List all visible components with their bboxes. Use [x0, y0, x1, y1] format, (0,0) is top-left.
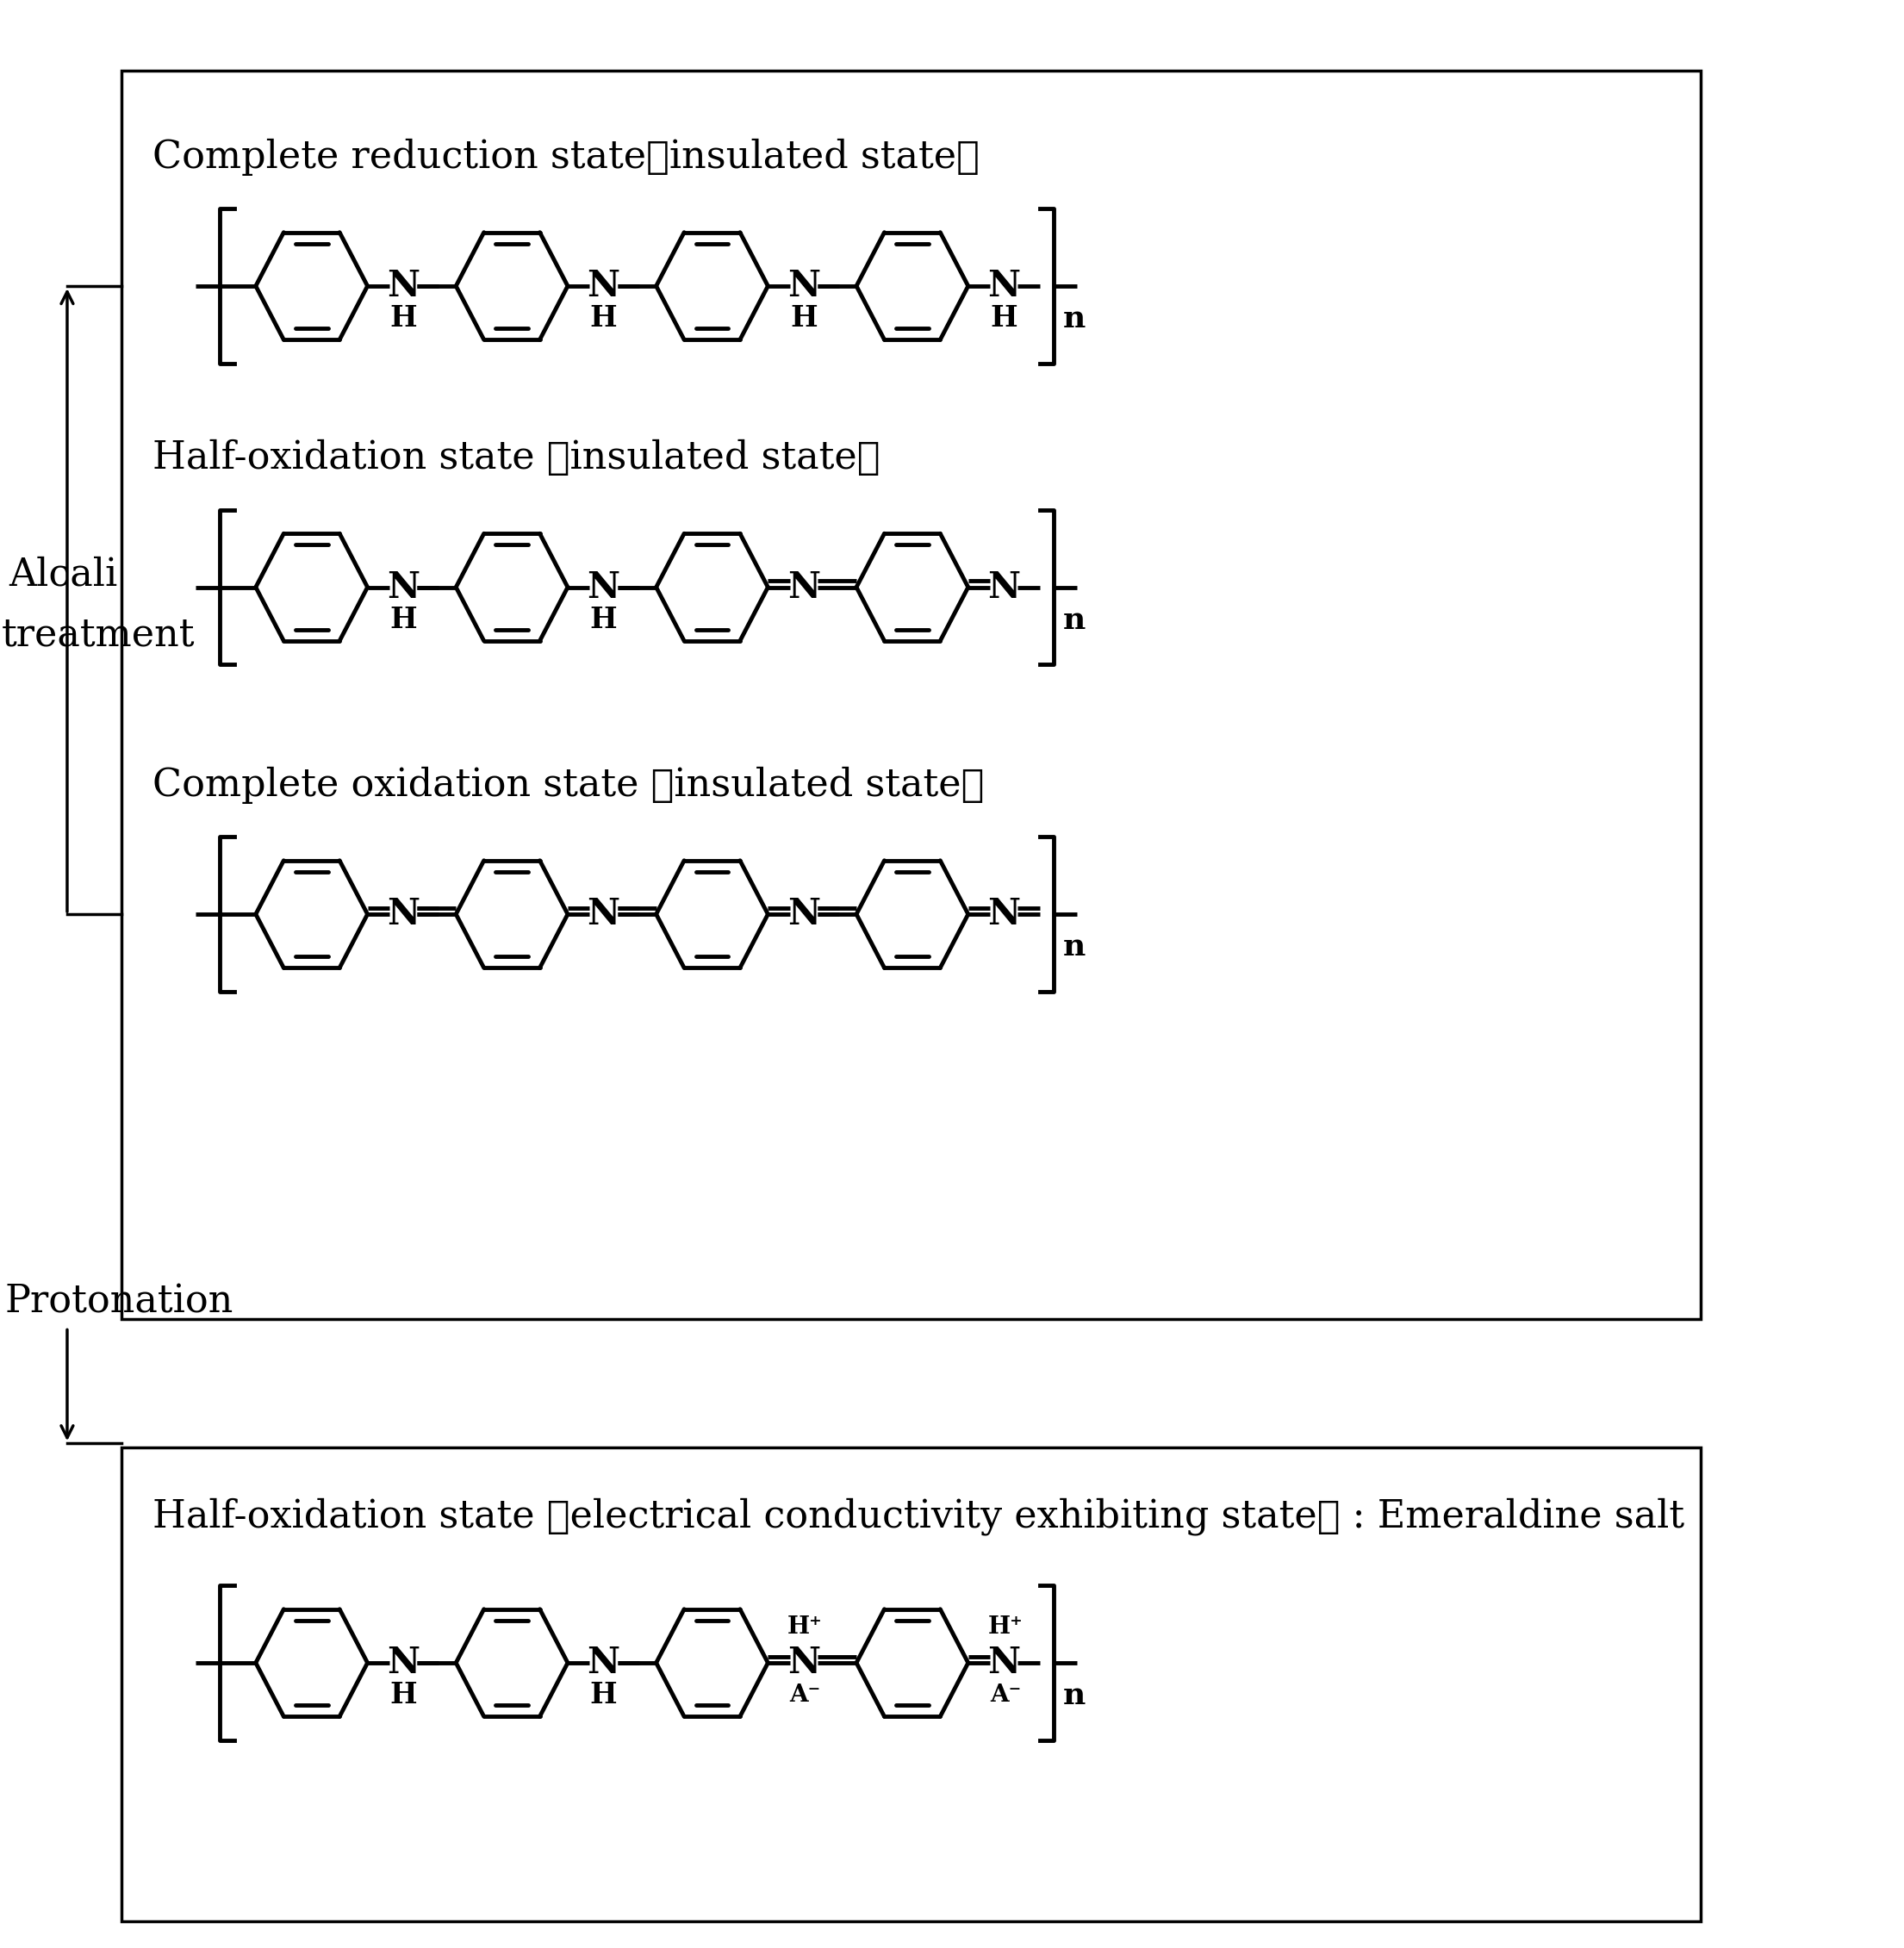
Text: H: H — [590, 304, 617, 333]
Text: n: n — [1062, 933, 1085, 962]
Text: treatment: treatment — [2, 616, 194, 653]
Text: H: H — [590, 1681, 617, 1710]
Text: N: N — [586, 569, 621, 606]
Text: N: N — [786, 569, 821, 606]
Text: N: N — [786, 1644, 821, 1681]
Text: Half-oxidation state （insulated state）: Half-oxidation state （insulated state） — [152, 440, 880, 477]
Text: H: H — [790, 304, 817, 333]
Text: H: H — [590, 606, 617, 635]
Text: Protonation: Protonation — [6, 1284, 234, 1321]
Text: N: N — [586, 269, 621, 304]
Text: N: N — [586, 1644, 621, 1681]
Text: H: H — [390, 304, 417, 333]
Text: n: n — [1062, 606, 1085, 635]
Text: N: N — [586, 896, 621, 933]
Text: Half-oxidation state （electrical conductivity exhibiting state） : Emeraldine sal: Half-oxidation state （electrical conduct… — [152, 1498, 1685, 1535]
Text: Complete oxidation state （insulated state）: Complete oxidation state （insulated stat… — [152, 766, 984, 805]
Text: n: n — [1062, 1681, 1085, 1710]
Text: N: N — [988, 1644, 1021, 1681]
Text: N: N — [387, 569, 419, 606]
Text: N: N — [988, 569, 1021, 606]
Text: N: N — [387, 269, 419, 304]
Text: H: H — [990, 304, 1017, 333]
Text: N: N — [387, 1644, 419, 1681]
Text: N: N — [988, 269, 1021, 304]
Text: n: n — [1062, 304, 1085, 333]
Text: Alcali: Alcali — [10, 555, 118, 592]
Text: H⁺: H⁺ — [788, 1615, 823, 1638]
Text: Complete reduction state（insulated state）: Complete reduction state（insulated state… — [152, 138, 979, 175]
Text: N: N — [786, 896, 821, 933]
Text: H: H — [390, 1681, 417, 1710]
Text: H: H — [390, 606, 417, 635]
Text: A⁻: A⁻ — [990, 1683, 1021, 1706]
Text: N: N — [387, 896, 419, 933]
Text: H⁺: H⁺ — [988, 1615, 1022, 1638]
Text: N: N — [988, 896, 1021, 933]
Text: N: N — [786, 269, 821, 304]
Text: A⁻: A⁻ — [790, 1683, 821, 1706]
